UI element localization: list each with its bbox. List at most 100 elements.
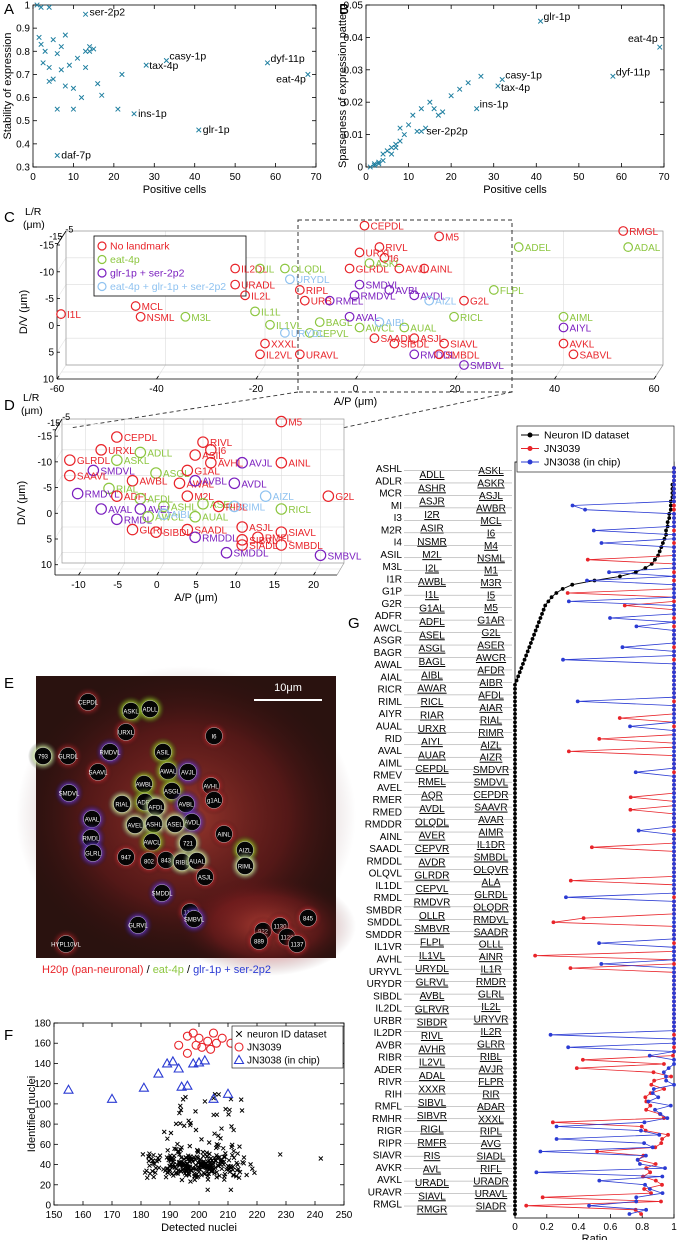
jn3038-point xyxy=(672,874,676,879)
x-tick-label: 0.4 xyxy=(572,1222,586,1233)
dataset-point xyxy=(188,1167,194,1173)
neuron-marker xyxy=(434,231,445,242)
data-point xyxy=(95,81,101,87)
neuron-id-point xyxy=(513,1099,517,1104)
neuron-id-point xyxy=(513,874,517,879)
neuron-label: RIBL xyxy=(226,502,249,513)
jn3038-point xyxy=(665,1116,670,1121)
jn3039-point xyxy=(672,1032,676,1037)
dataset-point xyxy=(177,1110,182,1116)
legend-marker xyxy=(235,1030,243,1038)
neuron-label: RMFL xyxy=(265,533,293,544)
legend-marker xyxy=(97,268,107,278)
jn3039-point xyxy=(551,920,556,925)
nucleus-marker xyxy=(288,935,306,953)
neuron-id-point xyxy=(513,828,517,833)
row-label-middle: AIBL xyxy=(421,670,443,681)
neuron-id-point xyxy=(513,1087,517,1091)
nucleus-label: CEPDL xyxy=(78,700,99,706)
nucleus-label: 947 xyxy=(121,855,132,861)
row-label-middle: SIAVL xyxy=(418,1191,446,1202)
jn3038-point xyxy=(548,1032,553,1037)
jn3039-point xyxy=(540,1195,545,1200)
neuron-id-point xyxy=(513,891,517,895)
legend-box xyxy=(231,1025,344,1069)
jn3038-point xyxy=(672,862,676,866)
neuron-id-point xyxy=(513,753,517,758)
neuron-marker xyxy=(284,274,295,285)
data-point xyxy=(42,48,48,54)
neuron-id-point xyxy=(513,774,517,779)
neuron-label: ASHL xyxy=(171,502,198,513)
data-point xyxy=(54,152,60,159)
row-label-inner: AVG xyxy=(481,1139,502,1150)
panel-a-chart: 0 10 20 30 40 50 60 70 0.3 0.4 0.5 0.6 0.7 0.8 0.9 1 Pos… xyxy=(2,1,322,197)
neuron-id-point xyxy=(513,1124,517,1129)
jn3038-point xyxy=(672,841,676,845)
neuron-marker xyxy=(304,327,315,338)
x-tick xyxy=(156,375,159,380)
neuron-label: G2L xyxy=(335,492,354,503)
channel-legend-part: / xyxy=(144,964,153,976)
jn3038-point xyxy=(554,1124,559,1129)
row-label-inner: SIADL xyxy=(477,1152,506,1163)
neuron-id-point xyxy=(513,766,517,770)
dataset-point xyxy=(277,1152,283,1157)
dataset-point xyxy=(237,1144,242,1149)
neuron-id-point xyxy=(513,1207,517,1212)
row-label-middle: CEPVL xyxy=(416,884,449,895)
dataset-point xyxy=(201,1159,207,1164)
data-point xyxy=(457,86,463,92)
wall-grid-line xyxy=(56,257,67,272)
x-tick-label: 250 xyxy=(336,1210,353,1221)
jn3038-point xyxy=(672,603,676,608)
row-label-middle: RICL xyxy=(421,697,444,708)
neuron-id-point xyxy=(657,549,662,554)
jn3038-point xyxy=(672,632,676,637)
y-tick-label: 0.05 xyxy=(344,1,364,12)
x-tick-label: 0.6 xyxy=(603,1222,617,1233)
dataset-point xyxy=(222,1154,228,1160)
neuron-label: I6 xyxy=(390,254,399,265)
jn3039-point xyxy=(206,1044,216,1054)
point-label: daf-7p xyxy=(61,149,91,161)
neuron-id-point xyxy=(513,928,517,933)
jn3038-point xyxy=(672,553,676,558)
nucleus-label: ASJL xyxy=(198,875,213,881)
neuron-label: AVHL xyxy=(218,459,244,470)
neuron-marker xyxy=(111,454,123,466)
neuron-marker xyxy=(142,510,154,523)
nucleus-marker xyxy=(89,763,107,781)
neuron-label: MCL xyxy=(142,302,164,313)
y-tick-label: 10 xyxy=(41,560,53,571)
dataset-point xyxy=(198,1156,203,1162)
row-label-middle: SMBVR xyxy=(414,924,450,935)
neuron-label: AVJL xyxy=(249,459,273,470)
neuron-label: BAGL xyxy=(326,318,353,329)
nucleus-label: ASIL xyxy=(156,750,170,756)
plot-frame xyxy=(32,4,317,168)
jn3039-point xyxy=(642,1187,647,1191)
neuron-label: GLRDL xyxy=(356,265,390,276)
neuron-id-point xyxy=(513,903,517,908)
neuron-marker xyxy=(181,490,194,502)
dataset-point xyxy=(165,1136,170,1142)
y-axis-label: D/V (μm) xyxy=(18,290,30,334)
neuron-label: AVKL xyxy=(570,340,595,351)
jn3039-point xyxy=(669,1074,674,1079)
row-label-inner: SAADR xyxy=(474,927,508,938)
jn3038-point xyxy=(672,591,676,595)
row-label-middle: AQR xyxy=(421,791,443,802)
neuron-id-point xyxy=(513,736,517,741)
data-point xyxy=(54,106,60,112)
dataset-point xyxy=(165,1147,171,1153)
dataset-point xyxy=(231,1127,236,1133)
row-label-inner: GLRR xyxy=(477,1039,505,1050)
neuron-marker xyxy=(150,467,162,479)
neuron-id-point xyxy=(513,1037,517,1041)
neuron-id-point xyxy=(513,966,517,971)
neuron-marker xyxy=(103,482,115,495)
frame-edge xyxy=(336,562,345,576)
jn3038-point xyxy=(672,920,676,925)
neuron-label: RIVL xyxy=(385,243,408,254)
